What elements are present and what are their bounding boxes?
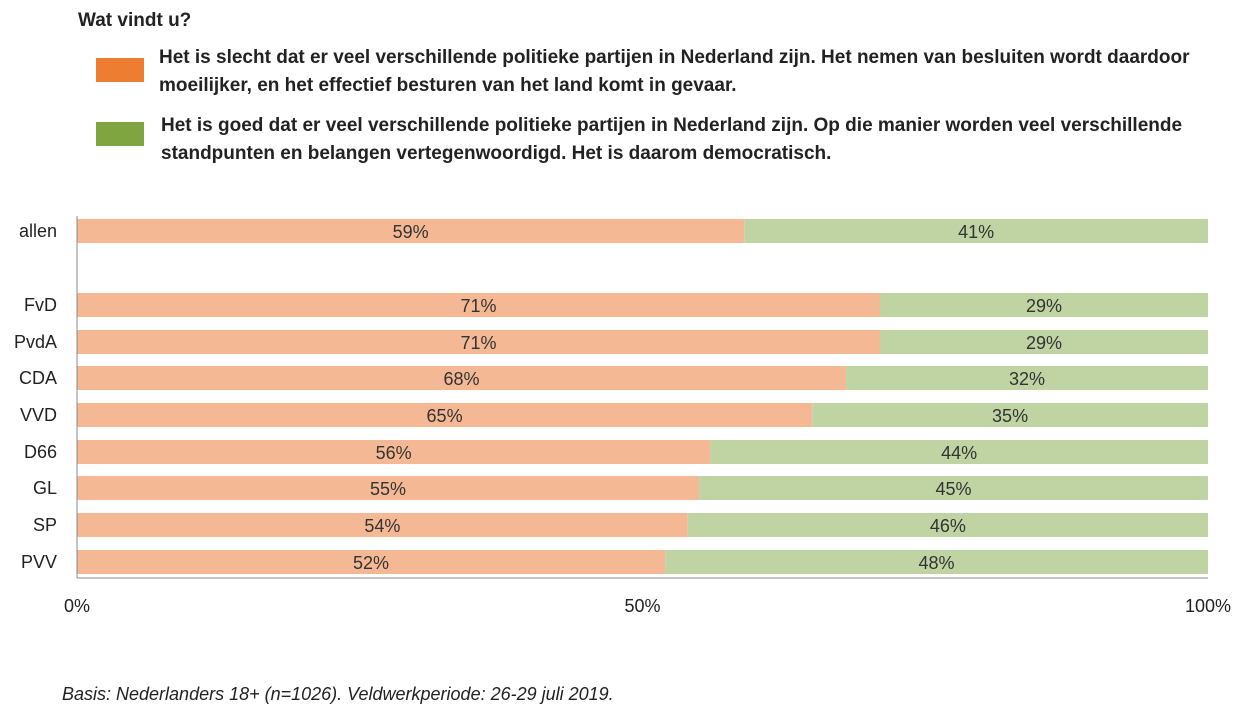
bar-good-pvda bbox=[880, 330, 1208, 354]
data-label-bad-pvda: 71% bbox=[460, 333, 496, 353]
data-label-good-gl: 45% bbox=[936, 479, 972, 499]
bar-good-gl bbox=[699, 476, 1208, 500]
data-label-good-pvda: 29% bbox=[1026, 333, 1062, 353]
bar-bad-cda bbox=[77, 366, 847, 390]
bar-good-d66 bbox=[710, 440, 1208, 464]
data-label-bad-fvd: 71% bbox=[460, 296, 496, 316]
category-label-cda: CDA bbox=[19, 368, 57, 388]
data-label-good-vvd: 35% bbox=[992, 406, 1028, 426]
data-label-bad-cda: 68% bbox=[444, 369, 480, 389]
category-label-d66: D66 bbox=[24, 442, 57, 462]
bar-chart: 59% 41% allen 71% 29% FvD 71% 29% PvdA 68% 32% CDA 6… bbox=[14, 216, 1231, 616]
legend-label-bad: Het is slecht dat er veel verschillende … bbox=[159, 47, 1190, 96]
category-label-vvd: VVD bbox=[20, 405, 57, 425]
data-label-good-cda: 32% bbox=[1009, 369, 1045, 389]
data-label-bad-sp: 54% bbox=[364, 516, 400, 536]
bar-bad-fvd bbox=[77, 293, 881, 317]
legend-label-good: Het is goed dat er veel verschillende po… bbox=[161, 115, 1183, 164]
legend-swatch-orange bbox=[96, 58, 144, 82]
x-tick-label-50: 50% bbox=[624, 596, 660, 616]
x-tick-label-100: 100% bbox=[1185, 596, 1231, 616]
bar-good-fvd bbox=[880, 293, 1208, 317]
bar-bad-sp bbox=[77, 513, 688, 537]
data-label-good-fvd: 29% bbox=[1026, 296, 1062, 316]
category-label-allen: allen bbox=[19, 221, 57, 241]
bar-bad-pvda bbox=[77, 330, 881, 354]
data-label-bad-gl: 55% bbox=[370, 479, 406, 499]
category-label-pvda: PvdA bbox=[14, 332, 57, 352]
legend-swatch-green bbox=[96, 122, 144, 146]
data-label-bad-d66: 56% bbox=[376, 443, 412, 463]
bar-good-sp bbox=[687, 513, 1208, 537]
data-label-good-sp: 46% bbox=[930, 516, 966, 536]
bar-good-vvd bbox=[812, 403, 1208, 427]
bar-bad-d66 bbox=[77, 440, 711, 464]
data-label-good-pvv: 48% bbox=[919, 553, 955, 573]
bar-bad-vvd bbox=[77, 403, 813, 427]
bar-bad-allen bbox=[77, 219, 745, 243]
data-label-bad-pvv: 52% bbox=[353, 553, 389, 573]
category-label-sp: SP bbox=[33, 515, 57, 535]
bar-good-pvv bbox=[665, 550, 1208, 574]
category-label-fvd: FvD bbox=[24, 295, 57, 315]
data-label-bad-vvd: 65% bbox=[427, 406, 463, 426]
bar-bad-gl bbox=[77, 476, 700, 500]
footnote: Basis: Nederlanders 18+ (n=1026). Veldwe… bbox=[62, 684, 614, 704]
category-label-pvv: PVV bbox=[21, 552, 57, 572]
data-label-bad-allen: 59% bbox=[393, 222, 429, 242]
data-label-good-allen: 41% bbox=[958, 222, 994, 242]
category-label-gl: GL bbox=[33, 478, 57, 498]
bar-good-allen bbox=[744, 219, 1208, 243]
data-label-good-d66: 44% bbox=[941, 443, 977, 463]
chart-title: Wat vindt u? bbox=[78, 10, 192, 31]
bar-good-cda bbox=[846, 366, 1208, 390]
x-tick-label-0: 0% bbox=[64, 596, 90, 616]
bar-bad-pvv bbox=[77, 550, 666, 574]
